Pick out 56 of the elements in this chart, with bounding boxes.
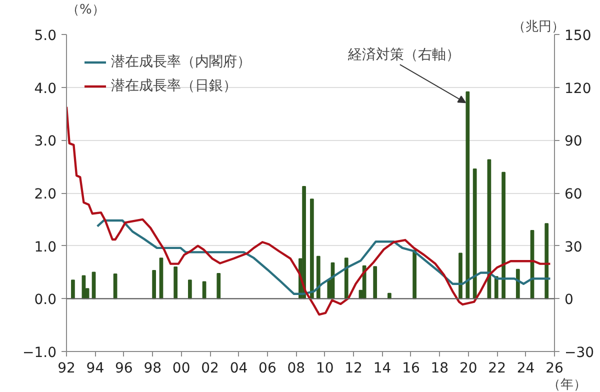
line-series xyxy=(96,219,552,296)
y-tick-label: 5.0 xyxy=(34,28,56,44)
y-axis-title: （%） xyxy=(66,2,105,18)
legend-label: 潜在成長率（内閣府） xyxy=(111,53,251,71)
bar xyxy=(174,266,178,300)
x-axis-title: （年） xyxy=(548,378,586,392)
y-tick-label: 1.0 xyxy=(34,239,56,256)
bar xyxy=(344,258,348,300)
y2-tick-label: 120 xyxy=(564,80,592,97)
bar xyxy=(188,280,192,300)
y-tick-label: −1.0 xyxy=(22,345,57,361)
x-tick-label: 12 xyxy=(344,360,362,376)
bar xyxy=(466,91,470,300)
annotation: 経済対策（右軸） xyxy=(347,47,460,64)
y2-tick-label: 30 xyxy=(564,239,582,256)
x-tick-label: 14 xyxy=(373,360,392,376)
bar xyxy=(412,250,416,300)
bar xyxy=(458,252,462,300)
x-tick-label: 16 xyxy=(402,360,420,376)
x-tick-label: 08 xyxy=(287,360,306,376)
bar xyxy=(302,186,306,300)
x-tick-label: 94 xyxy=(86,360,104,376)
y2-tick-label: 60 xyxy=(564,186,582,202)
line-series xyxy=(66,106,552,316)
x-tick-label: 22 xyxy=(488,360,506,376)
bar xyxy=(152,270,156,300)
x-tick-label: 00 xyxy=(172,360,190,376)
x-tick-label: 96 xyxy=(115,360,133,376)
y2-tick-label: −30 xyxy=(564,345,594,361)
y-tick-label: 2.0 xyxy=(34,186,56,202)
y-tick-label: 3.0 xyxy=(34,134,56,150)
y2-tick-label: 150 xyxy=(564,28,592,44)
legend-label: 潜在成長率（日銀） xyxy=(111,77,237,95)
bar xyxy=(71,280,75,300)
bar xyxy=(316,256,320,300)
bar xyxy=(310,198,314,300)
x-tick-label: 18 xyxy=(430,360,449,376)
x-tick-label: 04 xyxy=(230,360,248,376)
bar xyxy=(502,172,506,300)
y-tick-label: 0.0 xyxy=(34,292,56,308)
bar xyxy=(216,272,221,300)
y2-tick-label: 0 xyxy=(564,292,574,308)
x-tick-label: 98 xyxy=(144,360,162,376)
x-tick-label: 92 xyxy=(58,360,76,376)
x-tick-label: 20 xyxy=(459,360,478,376)
x-tick-label: 24 xyxy=(516,360,535,376)
y-tick-label: 4.0 xyxy=(34,80,56,97)
bar xyxy=(544,223,549,300)
bar xyxy=(373,266,378,300)
x-tick-label: 02 xyxy=(201,360,219,376)
bar xyxy=(472,168,477,300)
y2-tick-label: 90 xyxy=(564,134,582,150)
y2-axis-title: （兆円） xyxy=(512,20,564,34)
x-tick-label: 06 xyxy=(258,360,276,376)
x-tick-label: 26 xyxy=(546,360,564,376)
x-tick-label: 10 xyxy=(316,360,334,376)
